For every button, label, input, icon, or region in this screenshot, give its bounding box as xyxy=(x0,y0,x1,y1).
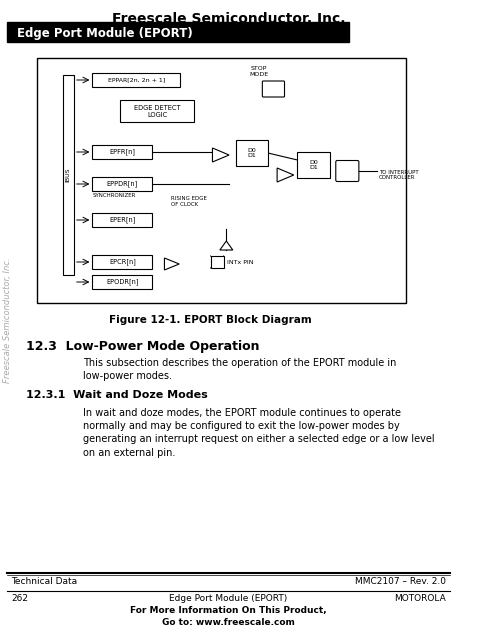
Polygon shape xyxy=(164,258,179,270)
Bar xyxy=(93,73,180,87)
Bar xyxy=(63,75,74,275)
Text: SYNCHRONIZER: SYNCHRONIZER xyxy=(93,193,136,198)
Text: EPODR[n]: EPODR[n] xyxy=(106,278,139,285)
Text: 12.3.1  Wait and Doze Modes: 12.3.1 Wait and Doze Modes xyxy=(26,390,207,400)
Text: EPER[n]: EPER[n] xyxy=(109,216,136,223)
Text: Edge Port Module (EPORT): Edge Port Module (EPORT) xyxy=(169,594,287,603)
FancyBboxPatch shape xyxy=(336,161,359,182)
Text: IBUS: IBUS xyxy=(66,168,71,182)
Text: Technical Data: Technical Data xyxy=(11,577,77,586)
Text: Edge Port Module (EPORT): Edge Port Module (EPORT) xyxy=(17,27,193,40)
Text: Freescale Semiconductor, Inc.: Freescale Semiconductor, Inc. xyxy=(3,257,12,383)
Bar xyxy=(120,100,194,122)
Bar xyxy=(7,22,349,42)
Text: Freescale Semiconductor, Inc.: Freescale Semiconductor, Inc. xyxy=(112,12,346,26)
Text: MMC2107 – Rev. 2.0: MMC2107 – Rev. 2.0 xyxy=(355,577,446,586)
Bar xyxy=(236,140,268,166)
Text: EDGE DETECT
LOGIC: EDGE DETECT LOGIC xyxy=(134,104,180,118)
Text: D0
D1: D0 D1 xyxy=(248,148,256,159)
Text: MOTOROLA: MOTOROLA xyxy=(395,594,446,603)
Polygon shape xyxy=(277,168,294,182)
Bar xyxy=(93,213,152,227)
Bar xyxy=(210,256,224,268)
Text: EPPDR[n]: EPPDR[n] xyxy=(107,180,138,188)
Text: EPCR[n]: EPCR[n] xyxy=(109,259,136,266)
Text: STOP
MODE: STOP MODE xyxy=(249,66,268,77)
FancyBboxPatch shape xyxy=(262,81,285,97)
Text: RISING EDGE
OF CLOCK: RISING EDGE OF CLOCK xyxy=(171,196,207,207)
Bar xyxy=(93,177,152,191)
Text: Figure 12-1. EPORT Block Diagram: Figure 12-1. EPORT Block Diagram xyxy=(109,315,311,325)
Polygon shape xyxy=(220,241,233,250)
Text: In wait and doze modes, the EPORT module continues to operate
normally and may b: In wait and doze modes, the EPORT module… xyxy=(83,408,435,458)
Text: For More Information On This Product,
Go to: www.freescale.com: For More Information On This Product, Go… xyxy=(130,606,327,627)
Bar xyxy=(93,145,152,159)
Text: INTx PIN: INTx PIN xyxy=(227,259,254,264)
Text: EPFR[n]: EPFR[n] xyxy=(109,148,136,156)
Bar xyxy=(297,152,330,178)
Polygon shape xyxy=(212,148,229,162)
Bar xyxy=(37,58,406,303)
Text: 262: 262 xyxy=(11,594,28,603)
Text: TO INTERRUPT
CONTROLLER: TO INTERRUPT CONTROLLER xyxy=(379,170,418,180)
Text: D0
D1: D0 D1 xyxy=(309,159,318,170)
Text: This subsection describes the operation of the EPORT module in
low-power modes.: This subsection describes the operation … xyxy=(83,358,396,381)
Bar xyxy=(93,255,152,269)
Bar xyxy=(93,275,152,289)
Text: 12.3  Low-Power Mode Operation: 12.3 Low-Power Mode Operation xyxy=(26,340,259,353)
Text: EPPAR[2n, 2n + 1]: EPPAR[2n, 2n + 1] xyxy=(107,77,165,83)
